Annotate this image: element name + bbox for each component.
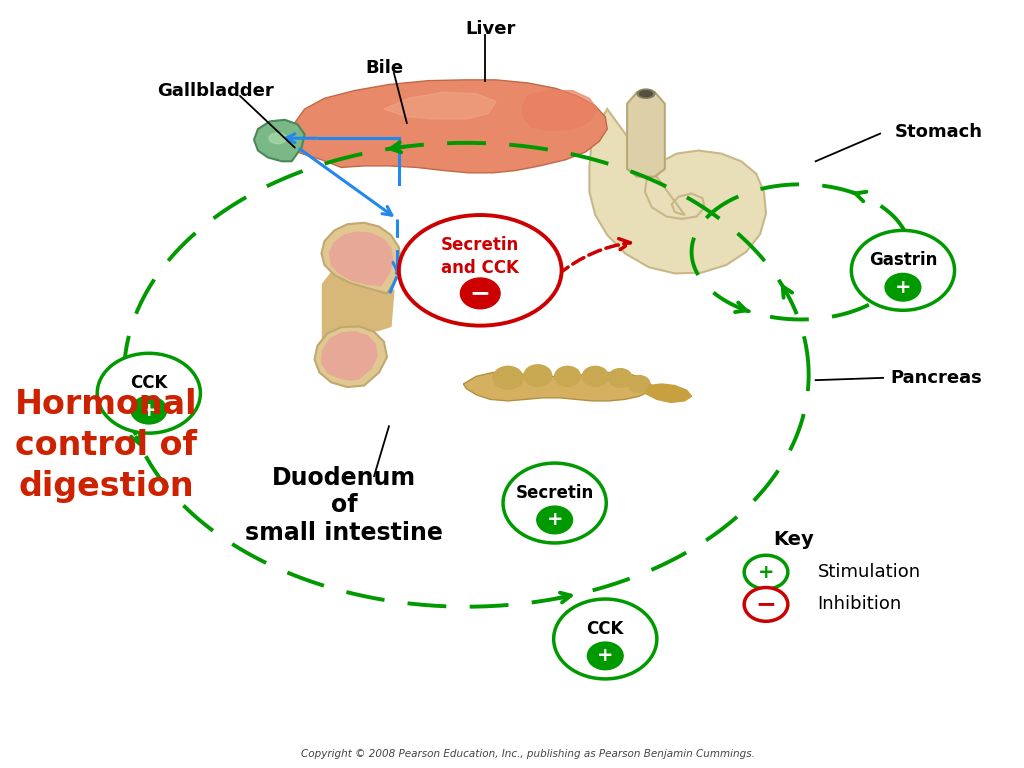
- Text: Bile: Bile: [365, 58, 403, 77]
- Circle shape: [608, 369, 632, 387]
- Circle shape: [744, 588, 787, 621]
- Polygon shape: [330, 232, 393, 286]
- Text: Hormonal
control of
digestion: Hormonal control of digestion: [15, 388, 198, 503]
- Polygon shape: [645, 384, 691, 402]
- Text: Secretin: Secretin: [515, 484, 594, 502]
- Polygon shape: [323, 273, 394, 338]
- Text: Secretin
and CCK: Secretin and CCK: [441, 237, 519, 276]
- Polygon shape: [523, 91, 597, 131]
- Text: −: −: [470, 281, 490, 306]
- Text: +: +: [597, 647, 613, 665]
- Ellipse shape: [269, 133, 287, 144]
- Polygon shape: [314, 326, 387, 387]
- Circle shape: [851, 230, 954, 310]
- Circle shape: [583, 366, 608, 386]
- Circle shape: [494, 366, 523, 389]
- Polygon shape: [590, 109, 766, 273]
- Text: +: +: [895, 278, 911, 296]
- Polygon shape: [254, 120, 304, 161]
- Text: −: −: [756, 592, 776, 617]
- Text: Stomach: Stomach: [895, 123, 983, 141]
- Circle shape: [503, 463, 606, 543]
- Ellipse shape: [637, 89, 655, 98]
- Circle shape: [554, 599, 656, 679]
- Text: Gallbladder: Gallbladder: [157, 81, 273, 100]
- Circle shape: [885, 273, 921, 301]
- Text: Duodenum
of
small intestine: Duodenum of small intestine: [246, 465, 443, 545]
- Text: +: +: [758, 563, 774, 581]
- Circle shape: [744, 555, 787, 589]
- Text: CCK: CCK: [130, 374, 168, 392]
- Text: CCK: CCK: [587, 620, 624, 638]
- Circle shape: [537, 506, 572, 534]
- Polygon shape: [384, 92, 496, 119]
- Polygon shape: [464, 372, 652, 401]
- Ellipse shape: [399, 215, 561, 326]
- Circle shape: [131, 396, 167, 424]
- Polygon shape: [285, 80, 607, 173]
- Text: Liver: Liver: [465, 20, 515, 38]
- Circle shape: [524, 365, 552, 386]
- Text: +: +: [547, 511, 563, 529]
- Polygon shape: [322, 332, 377, 380]
- Text: Copyright © 2008 Pearson Education, Inc., publishing as Pearson Benjamin Cumming: Copyright © 2008 Pearson Education, Inc.…: [301, 749, 755, 760]
- Circle shape: [588, 642, 624, 670]
- Circle shape: [97, 353, 201, 433]
- Circle shape: [555, 366, 581, 386]
- Text: Gastrin: Gastrin: [868, 251, 937, 270]
- Text: Stimulation: Stimulation: [817, 563, 921, 581]
- Text: Pancreas: Pancreas: [890, 369, 982, 387]
- Circle shape: [628, 376, 650, 392]
- Text: Key: Key: [773, 531, 814, 549]
- Text: +: +: [140, 401, 157, 419]
- Polygon shape: [627, 92, 665, 177]
- Circle shape: [461, 278, 500, 309]
- Ellipse shape: [640, 91, 652, 97]
- Polygon shape: [322, 223, 400, 293]
- Text: Inhibition: Inhibition: [817, 595, 902, 614]
